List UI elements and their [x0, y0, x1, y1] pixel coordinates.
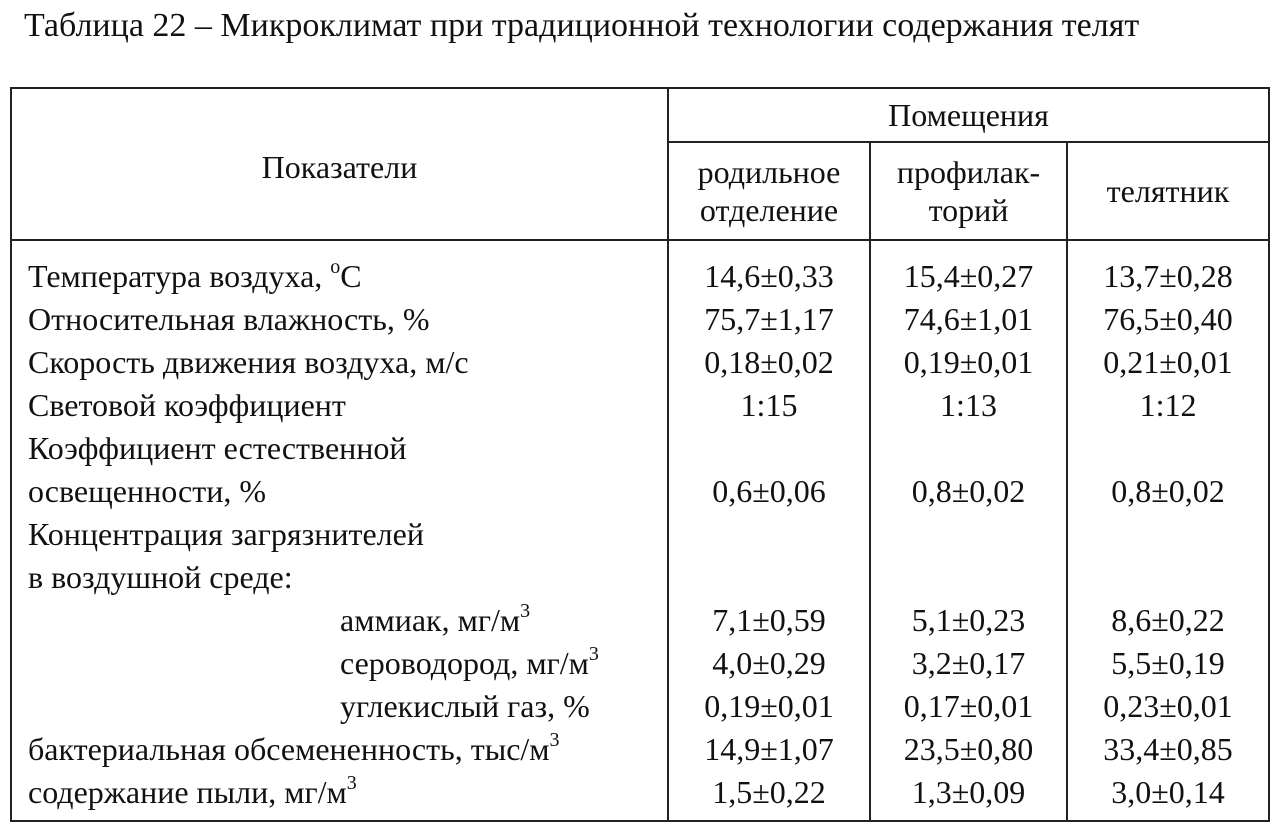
indicator-label-text: Относительная влажность, %: [28, 301, 430, 337]
header-row-group: Показатели Помещения: [10, 87, 1271, 241]
indicator-label-sup: 3: [346, 772, 357, 795]
value-cell: 0,6±0,06: [712, 473, 826, 509]
indicator-label-sup: 3: [520, 600, 531, 623]
indicator-column: Температура воздуха, оС Относительная вла…: [10, 240, 669, 822]
header-column-line: отделение: [699, 192, 839, 228]
table-caption: Таблица 22 – Микроклимат при традиционно…: [24, 7, 1140, 44]
value-cell: 3,0±0,14: [1111, 774, 1225, 810]
indicator-label-tail: С: [340, 258, 362, 294]
values-column-dispensary: 15,4±0,27 74,6±1,01 0,19±0,01 1:13 0,8±0,02 5…: [869, 240, 1068, 822]
indicator-label-text: аммиак, мг/м: [340, 602, 521, 638]
value-cell: 0,18±0,02: [704, 344, 834, 380]
value-cell: 1:12: [1139, 387, 1197, 423]
indicator-label-sup: 3: [549, 729, 560, 752]
value-cell: 0,8±0,02: [911, 473, 1026, 509]
indicator-label-text: Температура воздуха,: [28, 258, 331, 294]
header-indicator: Показатели: [10, 87, 669, 241]
indicator-label: Концентрация загрязнителей: [28, 513, 667, 556]
header-column-calf-barn: телятник: [1067, 142, 1271, 241]
indicator-label-text: освещенности, %: [28, 473, 266, 509]
indicator-label: Скорость движения воздуха, м/с: [28, 341, 667, 384]
indicator-label: в воздушной среде:: [28, 556, 667, 599]
value-cell: 5,5±0,19: [1111, 645, 1225, 681]
value-cell: 0,19±0,01: [704, 688, 834, 724]
indicator-label: аммиак, мг/м3: [28, 599, 667, 642]
value-cell: 14,6±0,33: [704, 258, 834, 294]
indicator-label-text: Концентрация загрязнителей: [28, 516, 424, 552]
indicator-label-text: в воздушной среде:: [28, 559, 293, 595]
indicator-label-text: содержание пыли, мг/м: [28, 774, 347, 810]
value-cell: [669, 556, 869, 599]
value-cell: 33,4±0,85: [1103, 731, 1233, 767]
value-cell: [1068, 556, 1268, 599]
value-cell: 76,5±0,40: [1103, 301, 1233, 337]
indicator-label: Температура воздуха, оС: [28, 255, 667, 298]
indicator-label: бактериальная обсемененность, тыс/м3: [28, 728, 667, 771]
indicator-label-text: сероводород, мг/м: [340, 645, 589, 681]
value-cell: 0,23±0,01: [1103, 688, 1233, 724]
value-cell: [871, 556, 1066, 599]
value-cell: [669, 427, 869, 470]
indicator-label-text: бактериальная обсемененность, тыс/м: [28, 731, 550, 767]
header-column-line: торий: [928, 192, 1009, 228]
value-cell: [871, 427, 1066, 470]
value-cell: [669, 513, 869, 556]
value-cell: 0,8±0,02: [1111, 473, 1225, 509]
header-column-dispensary: профилак- торий: [870, 142, 1068, 241]
value-cell: 15,4±0,27: [903, 258, 1034, 294]
indicator-label: Световой коэффициент: [28, 384, 667, 427]
value-cell: [1068, 427, 1268, 470]
header-column-line: телятник: [1106, 173, 1230, 209]
header-group-premises: Помещения: [668, 87, 1271, 143]
value-cell: [871, 513, 1066, 556]
body-row: Температура воздуха, оС Относительная вла…: [10, 240, 1271, 822]
value-cell: 5,1±0,23: [911, 602, 1026, 638]
indicator-label-text: углекислый газ, %: [340, 688, 590, 724]
value-cell: 4,0±0,29: [712, 645, 826, 681]
indicator-label: содержание пыли, мг/м3: [28, 771, 667, 814]
header-column-maternity: родильное отделение: [668, 142, 871, 241]
indicator-label: углекислый газ, %: [28, 685, 667, 728]
value-cell: 0,21±0,01: [1103, 344, 1233, 380]
indicator-label: освещенности, %: [28, 470, 667, 513]
indicator-label-text: Световой коэффициент: [28, 387, 346, 423]
header-column-line: профилак-: [896, 154, 1041, 190]
values-column-calf-barn: 13,7±0,28 76,5±0,40 0,21±0,01 1:12 0,8±0,02 8…: [1065, 240, 1271, 822]
value-cell: 1:15: [740, 387, 798, 423]
value-cell: 1,5±0,22: [712, 774, 826, 810]
value-cell: 0,19±0,01: [903, 344, 1034, 380]
value-cell: 75,7±1,17: [704, 301, 834, 337]
indicator-label: Коэффициент естественной: [28, 427, 667, 470]
value-cell: 74,6±1,01: [903, 301, 1034, 337]
value-cell: 14,9±1,07: [704, 731, 834, 767]
indicator-label-text: Скорость движения воздуха, м/с: [28, 344, 469, 380]
value-cell: 1,3±0,09: [911, 774, 1026, 810]
value-cell: 13,7±0,28: [1103, 258, 1233, 294]
indicator-label-sup: о: [330, 256, 341, 279]
value-cell: 8,6±0,22: [1111, 602, 1225, 638]
value-cell: 1:13: [940, 387, 997, 423]
indicator-label: Относительная влажность, %: [28, 298, 667, 341]
indicator-label-sup: 3: [588, 643, 599, 666]
value-cell: 7,1±0,59: [712, 602, 826, 638]
value-cell: [1068, 513, 1268, 556]
value-cell: 0,17±0,01: [903, 688, 1034, 724]
value-cell: 3,2±0,17: [911, 645, 1026, 681]
header-row-columns: родильное отделение профилак- торий теля…: [11, 142, 1271, 241]
indicator-label-text: Коэффициент естественной: [28, 430, 407, 466]
indicator-label: сероводород, мг/м3: [28, 642, 667, 685]
value-cell: 23,5±0,80: [903, 731, 1034, 767]
values-column-maternity: 14,6±0,33 75,7±1,17 0,18±0,02 1:15 0,6±0,06 7…: [667, 240, 871, 822]
microclimate-table: Показатели Помещения родильное отделение…: [10, 87, 1271, 822]
header-column-line: родильное: [697, 154, 841, 190]
